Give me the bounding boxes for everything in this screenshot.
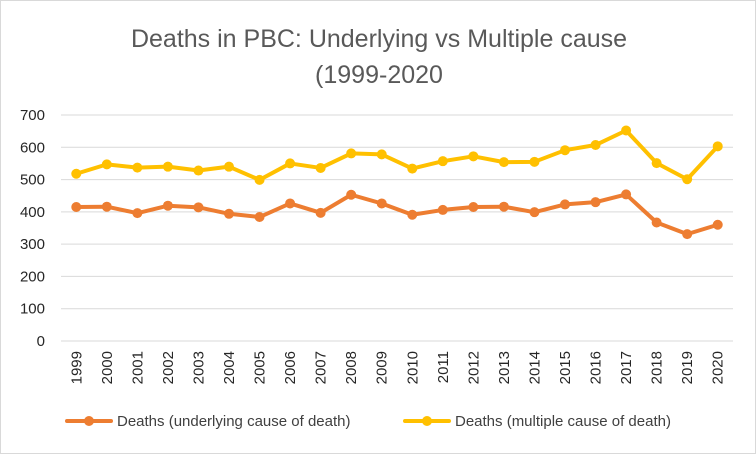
data-point (621, 125, 632, 136)
data-point (437, 156, 448, 167)
x-tick-label: 2002 (160, 351, 177, 384)
data-point (437, 204, 448, 215)
chart-title-line-1: Deaths in PBC: Underlying vs Multiple ca… (131, 25, 627, 53)
data-point (560, 199, 570, 210)
x-tick-label: 2004 (221, 351, 238, 384)
x-tick-label: 2019 (679, 351, 696, 384)
legend-label: Deaths (underlying cause of death) (117, 413, 350, 430)
data-point (712, 219, 723, 230)
data-point (468, 202, 479, 213)
x-tick-label: 1999 (68, 351, 85, 384)
gridlines (61, 114, 733, 342)
y-tick-label: 400 (20, 204, 45, 221)
x-tick-label: 2016 (588, 351, 605, 384)
data-point (101, 159, 112, 170)
legend-marker (422, 416, 432, 426)
data-point (162, 161, 173, 172)
chart-title: Deaths in PBC: Underlying vs Multiple ca… (131, 25, 627, 89)
y-tick-label: 600 (20, 139, 45, 156)
data-point (682, 174, 693, 185)
data-point (193, 202, 204, 213)
x-tick-label: 2005 (252, 351, 269, 384)
series-2 (71, 125, 723, 185)
data-point (162, 200, 173, 211)
data-point (376, 149, 387, 160)
x-tick-label: 2013 (496, 351, 513, 384)
x-tick-label: 2009 (374, 351, 391, 384)
y-axis: 0 100 200 300 400 500 600 700 (20, 107, 45, 350)
x-tick-label: 2001 (129, 351, 146, 384)
x-tick-label: 2010 (404, 351, 421, 384)
data-point (346, 189, 357, 200)
data-point (560, 145, 570, 156)
data-point (407, 163, 418, 174)
data-point (254, 174, 265, 185)
data-point (529, 156, 540, 167)
data-point (376, 198, 387, 209)
legend-item: Deaths (underlying cause of death) (65, 413, 350, 430)
data-point (193, 165, 204, 176)
y-tick-label: 300 (20, 236, 45, 253)
x-tick-label: 2003 (190, 351, 207, 384)
series-line (74, 128, 720, 182)
data-point (468, 151, 479, 162)
data-point (682, 229, 693, 240)
data-point (590, 140, 601, 151)
data-point (498, 201, 509, 212)
x-tick-label: 2008 (343, 351, 360, 384)
series-line (74, 192, 720, 237)
series-1 (71, 189, 723, 240)
data-point (224, 208, 234, 219)
data-point (651, 158, 662, 169)
data-point (71, 202, 82, 213)
x-axis: 1999 2000 2001 2002 2003 2004 2005 2006 2007 2008… (68, 351, 726, 384)
legend-marker (84, 416, 94, 426)
data-point (132, 162, 143, 173)
x-tick-label: 2007 (313, 351, 330, 384)
data-point (285, 158, 296, 169)
series-group (71, 125, 723, 240)
data-point (285, 198, 296, 209)
data-point (590, 197, 601, 208)
y-tick-label: 700 (20, 107, 45, 124)
legend: Deaths (underlying cause of death) Deaths… (65, 413, 671, 430)
x-tick-label: 2018 (649, 351, 666, 384)
data-point (315, 207, 326, 218)
x-tick-label: 2011 (435, 351, 452, 383)
x-tick-label: 2000 (99, 351, 116, 384)
x-tick-label: 2014 (526, 351, 543, 384)
data-point (346, 148, 357, 159)
data-point (407, 209, 418, 220)
data-point (224, 161, 234, 172)
x-tick-label: 2020 (710, 351, 727, 384)
data-point (71, 168, 82, 179)
data-point (651, 217, 662, 228)
y-tick-label: 200 (20, 268, 45, 285)
chart-title-line-2: (1999-2020 (315, 61, 443, 89)
legend-label: Deaths (multiple cause of death) (455, 413, 671, 430)
data-point (315, 162, 326, 173)
data-point (254, 212, 265, 223)
data-point (132, 208, 143, 219)
y-tick-label: 0 (37, 333, 45, 350)
x-tick-label: 2015 (557, 351, 574, 384)
y-tick-label: 100 (20, 301, 45, 318)
data-point (529, 207, 540, 218)
data-point (498, 157, 509, 168)
data-point (101, 201, 112, 212)
legend-item: Deaths (multiple cause of death) (403, 413, 671, 430)
x-tick-label: 2017 (618, 351, 635, 384)
data-point (712, 141, 723, 152)
x-tick-label: 2006 (282, 351, 299, 384)
x-tick-label: 2012 (465, 351, 482, 384)
data-point (621, 189, 632, 200)
y-tick-label: 500 (20, 172, 45, 189)
